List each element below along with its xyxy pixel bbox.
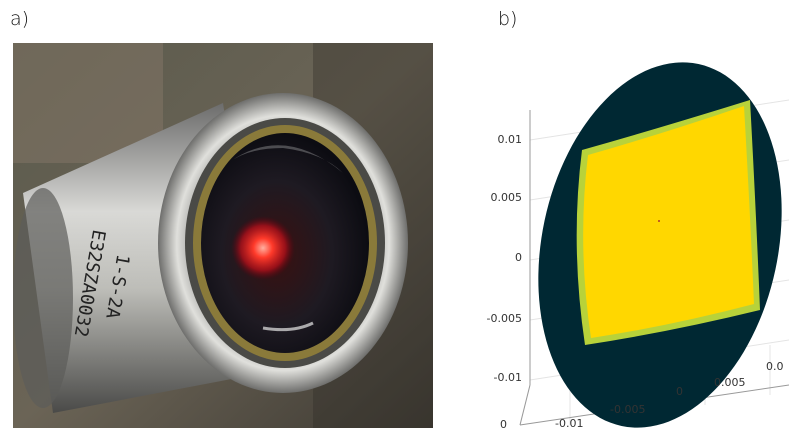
y-tick-label: -0.01: [494, 371, 522, 384]
y-tick-label: 0: [515, 251, 522, 264]
z-tick-label: 0: [500, 418, 507, 430]
panel-label-b: b): [498, 8, 518, 30]
x-tick-label: -0.005: [610, 403, 645, 416]
center-dot: [658, 220, 660, 222]
y-tick-label: 0.01: [498, 133, 523, 146]
y-tick-label: 0.005: [491, 191, 523, 204]
y-tick-labels: 0.01 0.005 0 -0.005 -0.01: [487, 133, 522, 384]
yellow-region: [583, 106, 754, 338]
x-tick-label: 0.0: [766, 360, 784, 373]
x-tick-label: 0.005: [714, 376, 746, 389]
disk-plot: 0.01 0.005 0 -0.005 -0.01 -0.01 -0.005 0…: [487, 62, 789, 430]
laser-spot: [231, 216, 295, 280]
y-tick-label: -0.005: [487, 312, 522, 325]
x-tick-labels: -0.01 -0.005 0 0.005 0.0: [555, 360, 784, 430]
x-tick-label: 0: [676, 385, 683, 398]
lens-photo: E32SZA0032 1-S-2A: [13, 43, 433, 428]
panel-label-a: a): [10, 8, 30, 30]
x-tick-label: -0.01: [555, 417, 583, 430]
